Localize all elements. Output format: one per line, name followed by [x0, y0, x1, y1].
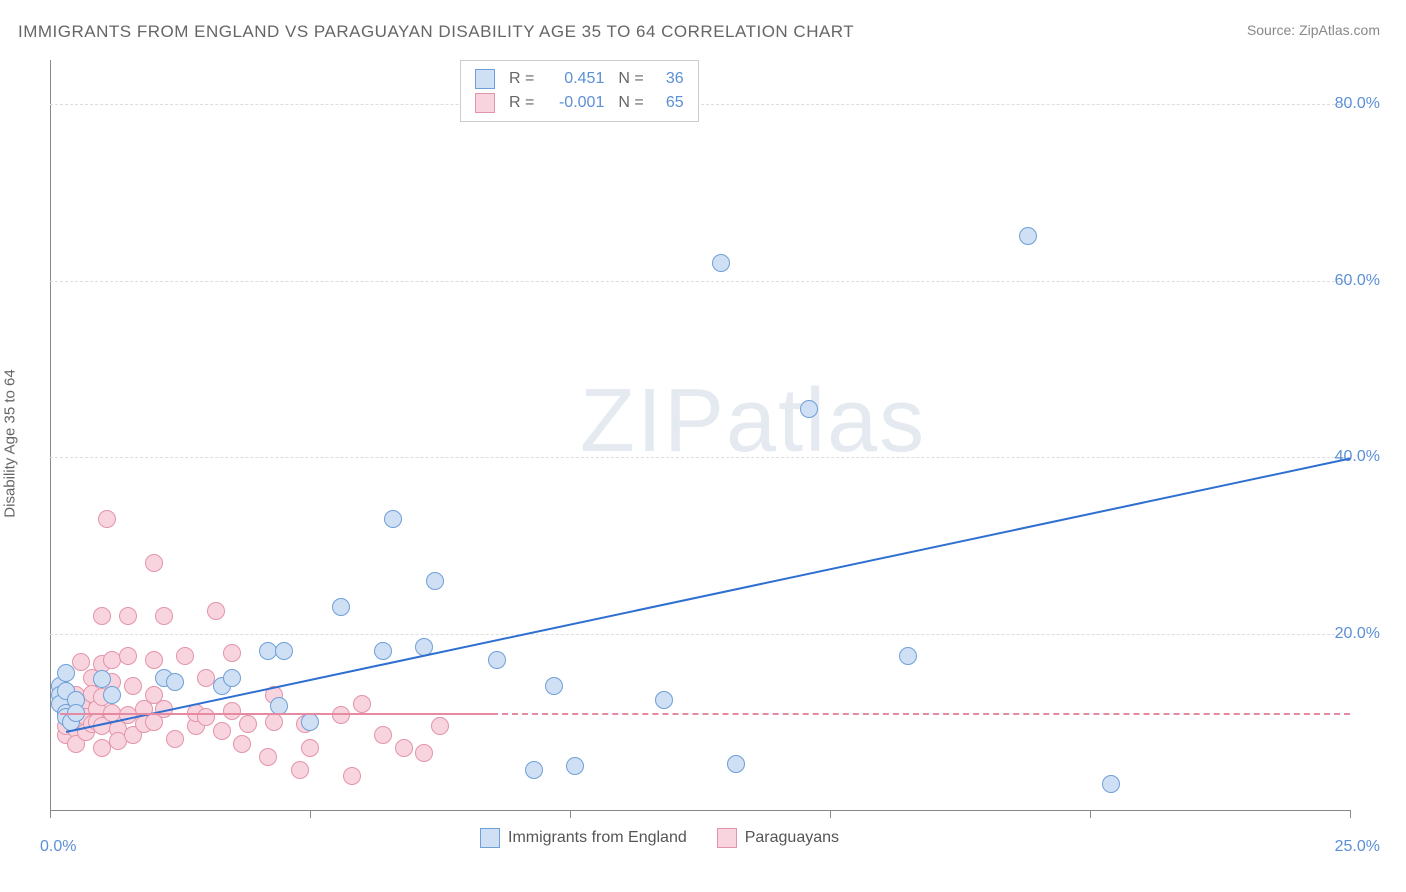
scatter-point: [197, 708, 215, 726]
scatter-point: [374, 642, 392, 660]
legend-row-england: R = 0.451 N = 36: [475, 67, 684, 91]
scatter-point: [899, 647, 917, 665]
scatter-point: [1019, 227, 1037, 245]
swatch-paraguay: [475, 93, 495, 113]
scatter-point: [259, 748, 277, 766]
scatter-point: [119, 647, 137, 665]
scatter-point: [265, 713, 283, 731]
scatter-point: [72, 653, 90, 671]
scatter-point: [374, 726, 392, 744]
scatter-point: [155, 607, 173, 625]
scatter-point: [1102, 775, 1120, 793]
chart-source: Source: ZipAtlas.com: [1247, 22, 1380, 38]
scatter-point: [426, 572, 444, 590]
scatter-point: [124, 677, 142, 695]
scatter-point: [545, 677, 563, 695]
x-origin-label: 0.0%: [40, 838, 76, 856]
scatter-point: [332, 598, 350, 616]
scatter-point: [431, 717, 449, 735]
swatch-paraguay-icon: [717, 828, 737, 848]
scatter-point: [488, 651, 506, 669]
scatter-point: [727, 755, 745, 773]
scatter-point: [566, 757, 584, 775]
y-tick-label: 60.0%: [1335, 272, 1380, 290]
swatch-england: [475, 69, 495, 89]
scatter-point: [343, 767, 361, 785]
scatter-point: [233, 735, 251, 753]
scatter-point: [213, 722, 231, 740]
scatter-point: [57, 664, 75, 682]
scatter-point: [207, 602, 225, 620]
bottom-legend: Immigrants from England Paraguayans: [480, 828, 839, 848]
legend-row-paraguay: R = -0.001 N = 65: [475, 91, 684, 115]
scatter-point: [239, 715, 257, 733]
y-axis-label: Disability Age 35 to 64: [2, 369, 19, 517]
correlation-chart: IMMIGRANTS FROM ENGLAND VS PARAGUAYAN DI…: [0, 0, 1406, 892]
scatter-point: [291, 761, 309, 779]
scatter-point: [395, 739, 413, 757]
chart-title: IMMIGRANTS FROM ENGLAND VS PARAGUAYAN DI…: [18, 22, 854, 42]
scatter-point: [712, 254, 730, 272]
scatter-point: [223, 702, 241, 720]
scatter-point: [223, 644, 241, 662]
y-tick-label: 20.0%: [1335, 625, 1380, 643]
trend-line: [60, 713, 492, 715]
scatter-point: [800, 400, 818, 418]
scatter-point: [93, 607, 111, 625]
scatter-point: [145, 554, 163, 572]
x-max-label: 25.0%: [1335, 838, 1380, 856]
stats-legend: R = 0.451 N = 36 R = -0.001 N = 65: [460, 60, 699, 122]
x-axis: [50, 810, 1350, 811]
scatter-point: [301, 713, 319, 731]
swatch-england-icon: [480, 828, 500, 848]
scatter-point: [176, 647, 194, 665]
scatter-point: [93, 670, 111, 688]
scatter-point: [166, 730, 184, 748]
scatter-point: [655, 691, 673, 709]
scatter-point: [301, 739, 319, 757]
scatter-point: [353, 695, 371, 713]
trend-line-dashed: [492, 713, 1350, 715]
scatter-point: [384, 510, 402, 528]
scatter-point: [145, 651, 163, 669]
y-tick-label: 40.0%: [1335, 448, 1380, 466]
scatter-point: [415, 744, 433, 762]
scatter-point: [166, 673, 184, 691]
scatter-point: [525, 761, 543, 779]
scatter-point: [119, 607, 137, 625]
scatter-point: [223, 669, 241, 687]
bottom-legend-england: Immigrants from England: [480, 828, 687, 848]
scatter-point: [98, 510, 116, 528]
trend-line: [65, 457, 1350, 732]
y-tick-label: 80.0%: [1335, 95, 1380, 113]
bottom-legend-paraguay: Paraguayans: [717, 828, 839, 848]
scatter-point: [103, 686, 121, 704]
scatter-point: [275, 642, 293, 660]
